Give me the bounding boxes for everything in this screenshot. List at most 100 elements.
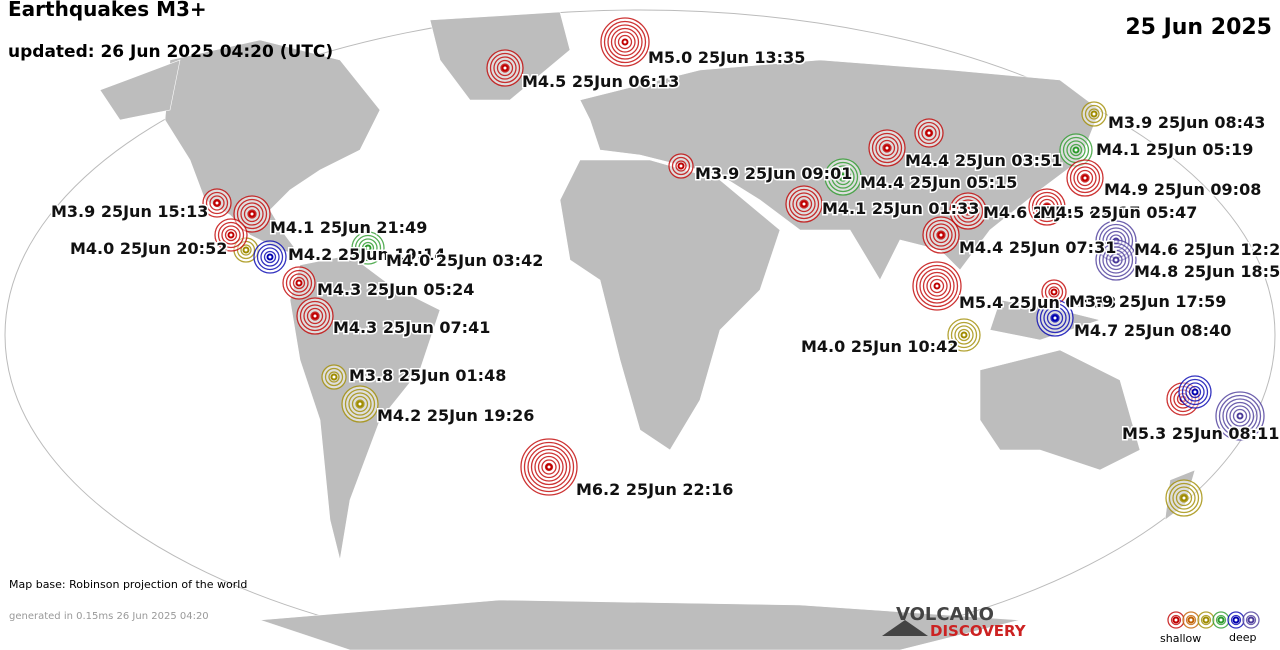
ring [344,388,376,420]
ring [527,445,571,489]
quake-label: M4.6 25Jun 12:28 [1134,240,1280,259]
ring [1200,614,1212,626]
ring-core [1202,616,1210,624]
legend-marker [1197,611,1215,629]
quake-marker [1215,391,1265,441]
ring-core [933,282,941,290]
ring [827,161,859,193]
quake-marker [486,49,524,87]
ring [834,168,852,186]
quake-label: M4.3 25Jun 07:41 [333,318,490,337]
quake-marker [1041,279,1067,305]
ring [1098,242,1134,278]
ring-core [330,373,338,381]
ring [1225,401,1255,431]
quake-marker [1059,133,1093,167]
ring [1046,309,1064,327]
ring [523,441,575,493]
ring-core [1247,616,1255,624]
ring-core [1180,494,1188,502]
quake-label: M4.6 25Jun 02:17 [983,203,1140,222]
quake-marker [351,231,385,265]
ring [617,34,633,50]
quake-label: M4.1 25Jun 01:33 [822,199,979,218]
ring [355,399,365,409]
ring [303,304,327,328]
ring [952,195,984,227]
ring [795,195,813,213]
ring-core [964,207,972,215]
ring [221,225,241,245]
ring [799,199,809,209]
ring-core [1232,616,1240,624]
ring [263,250,277,264]
ring [496,59,514,77]
ring [310,311,320,321]
ring [875,136,899,160]
ring [1039,302,1071,334]
generated: generated in 0.15ms 26 Jun 2025 04:20 [9,611,209,622]
quake-label: M3.8 25Jun 01:48 [349,366,506,385]
ring [957,328,971,342]
quake-marker [233,195,271,233]
brand-bottom: DISCOVERY [930,622,1027,640]
ring [361,241,375,255]
quake-label: M3.9 25Jun 08:43 [1108,113,1265,132]
ring [1038,198,1056,216]
quake-label: M4.7 25Jun 08:40 [1074,321,1231,340]
ring [247,209,257,219]
ring [1080,173,1090,183]
ring-core [1072,146,1080,154]
ring [306,307,324,325]
ring [1232,408,1248,424]
ring [963,206,973,216]
quake-label: M4.0 25Jun 10:42 [801,337,958,356]
ring-core [839,173,847,181]
ring-core [1090,110,1098,118]
ring [209,195,225,211]
ring [1181,378,1209,406]
ring [354,234,382,262]
quake-layer: M5.0 25Jun 13:35 M4.5 25Jun 06:13 M3.9 25J… [50,17,1280,517]
quake-marker [1165,479,1203,517]
ring [607,24,643,60]
ring [675,160,687,172]
quake-label: M4.4 25Jun 05:15 [860,173,1017,192]
quake-label: M5.3 25Jun 08:11 [1122,424,1279,443]
ring [324,367,344,387]
ring [1031,191,1063,223]
ring [1084,104,1104,124]
ring [1042,202,1052,212]
quake-marker [1095,239,1137,281]
ring [950,321,978,349]
date: 25 Jun 2025 [1125,15,1272,40]
map-base: Map base: Robinson projection of the wor… [9,578,247,591]
ring [929,278,945,294]
quake-label: M4.1 25Jun 05:19 [1096,140,1253,159]
ring [915,264,959,308]
legend-marker [1212,611,1230,629]
ring [489,52,521,84]
ring-core [1043,203,1051,211]
ring [882,143,892,153]
quake-label: M4.5 25Jun 06:13 [522,72,679,91]
ring-core [925,129,933,137]
ring [610,27,640,57]
ring [926,275,948,297]
ring-core [1172,616,1180,624]
ring [240,202,264,226]
ring [1109,253,1123,267]
ring [838,172,848,182]
quake-label: M4.2 25Jun 19:14 [288,245,445,264]
ring [285,269,313,297]
ring [922,271,952,301]
ring-core [1051,314,1059,322]
ring [493,56,517,80]
ring [1088,108,1100,120]
ring [205,191,229,215]
ring [603,20,647,64]
ring [1048,286,1060,298]
ring [1175,489,1193,507]
legend-marker [1227,611,1245,629]
quake-marker [824,158,862,196]
